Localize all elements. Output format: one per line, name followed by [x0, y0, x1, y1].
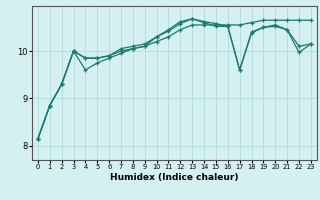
X-axis label: Humidex (Indice chaleur): Humidex (Indice chaleur)	[110, 173, 239, 182]
